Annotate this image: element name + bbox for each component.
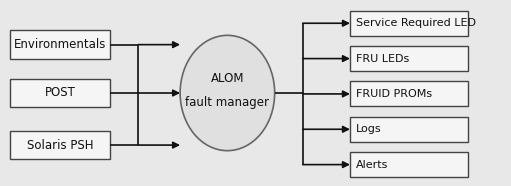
FancyBboxPatch shape	[350, 11, 468, 36]
FancyBboxPatch shape	[350, 46, 468, 71]
Ellipse shape	[180, 35, 275, 151]
Text: FRU LEDs: FRU LEDs	[356, 54, 409, 64]
Text: ALOM: ALOM	[211, 72, 244, 85]
Text: Alerts: Alerts	[356, 160, 388, 170]
Text: Service Required LED: Service Required LED	[356, 18, 476, 28]
FancyBboxPatch shape	[350, 117, 468, 142]
Text: FRUID PROMs: FRUID PROMs	[356, 89, 432, 99]
Text: fault manager: fault manager	[185, 96, 269, 109]
Text: Logs: Logs	[356, 124, 382, 134]
FancyBboxPatch shape	[10, 131, 110, 159]
FancyBboxPatch shape	[350, 81, 468, 106]
Text: POST: POST	[45, 86, 76, 100]
FancyBboxPatch shape	[10, 30, 110, 59]
Text: Environmentals: Environmentals	[14, 38, 106, 51]
Text: Solaris PSH: Solaris PSH	[27, 139, 94, 152]
FancyBboxPatch shape	[350, 152, 468, 177]
FancyBboxPatch shape	[10, 78, 110, 108]
